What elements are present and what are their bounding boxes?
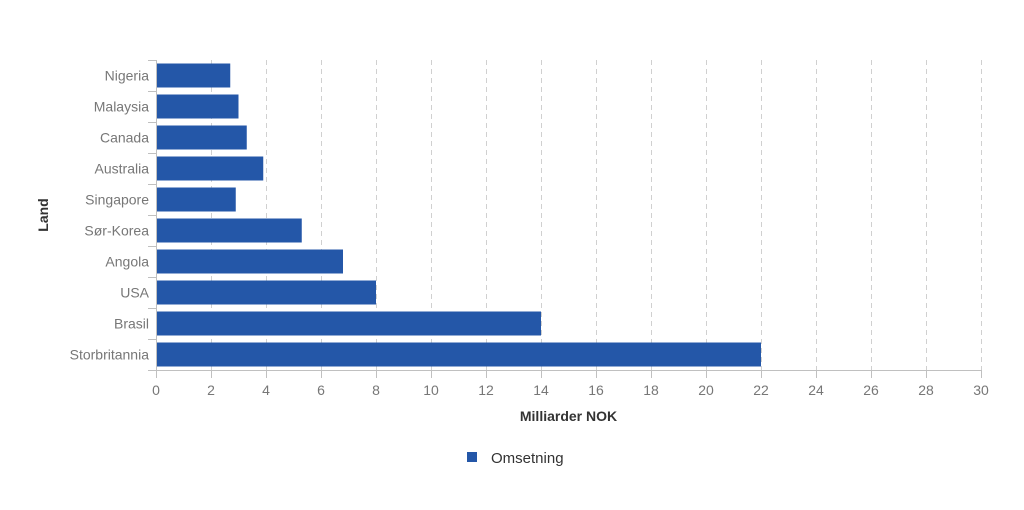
x-tick-label: 16 [588, 382, 604, 398]
x-tick-label: 14 [533, 382, 549, 398]
bar[interactable] [157, 311, 541, 336]
y-tick-label: Storbritannia [70, 347, 150, 363]
x-tick-label: 12 [478, 382, 494, 398]
legend-label: Omsetning [491, 450, 564, 467]
y-tick-label: Canada [100, 130, 149, 146]
legend[interactable]: Omsetning [467, 450, 564, 467]
bar[interactable] [157, 187, 236, 212]
y-tick-label: Sør-Korea [84, 223, 149, 239]
bar[interactable] [157, 342, 761, 367]
x-axis-title: Milliarder NOK [520, 408, 617, 424]
x-tick-label: 6 [317, 382, 325, 398]
x-tick-label: 28 [918, 382, 934, 398]
y-tick-label: Angola [105, 254, 149, 270]
legend-swatch [467, 452, 477, 462]
bar[interactable] [157, 249, 343, 274]
bar[interactable] [157, 280, 376, 305]
y-tick-label: Brasil [114, 316, 149, 332]
y-tick-label: Malaysia [94, 99, 149, 115]
y-tick-label: Singapore [85, 192, 149, 208]
x-tick-label: 22 [753, 382, 769, 398]
x-tick-label: 26 [863, 382, 879, 398]
x-tick-label: 0 [152, 382, 160, 398]
x-tick-label: 2 [207, 382, 215, 398]
x-tick-label: 30 [973, 382, 989, 398]
bar[interactable] [157, 218, 302, 243]
grid-lines [211, 60, 982, 370]
bar[interactable] [157, 156, 264, 181]
y-tick-label: Australia [95, 161, 150, 177]
y-tick-label: Nigeria [105, 68, 150, 84]
bar[interactable] [157, 125, 247, 150]
x-tick-label: 10 [423, 382, 439, 398]
y-axis-title: Land [35, 198, 51, 231]
bars [157, 63, 761, 367]
x-tick-label: 8 [372, 382, 380, 398]
x-tick-label: 4 [262, 382, 270, 398]
x-tick-labels: 0 2 4 6 8 10 12 14 16 18 20 22 24 26 28 30 [152, 382, 989, 398]
x-tick-label: 20 [698, 382, 714, 398]
bar[interactable] [157, 94, 239, 119]
y-tick-labels: Nigeria Malaysia Canada Australia Singapore S… [70, 68, 150, 363]
x-tick-label: 24 [808, 382, 824, 398]
y-tick-label: USA [120, 285, 149, 301]
axes [148, 60, 982, 378]
bar[interactable] [157, 63, 231, 88]
x-tick-label: 18 [643, 382, 659, 398]
